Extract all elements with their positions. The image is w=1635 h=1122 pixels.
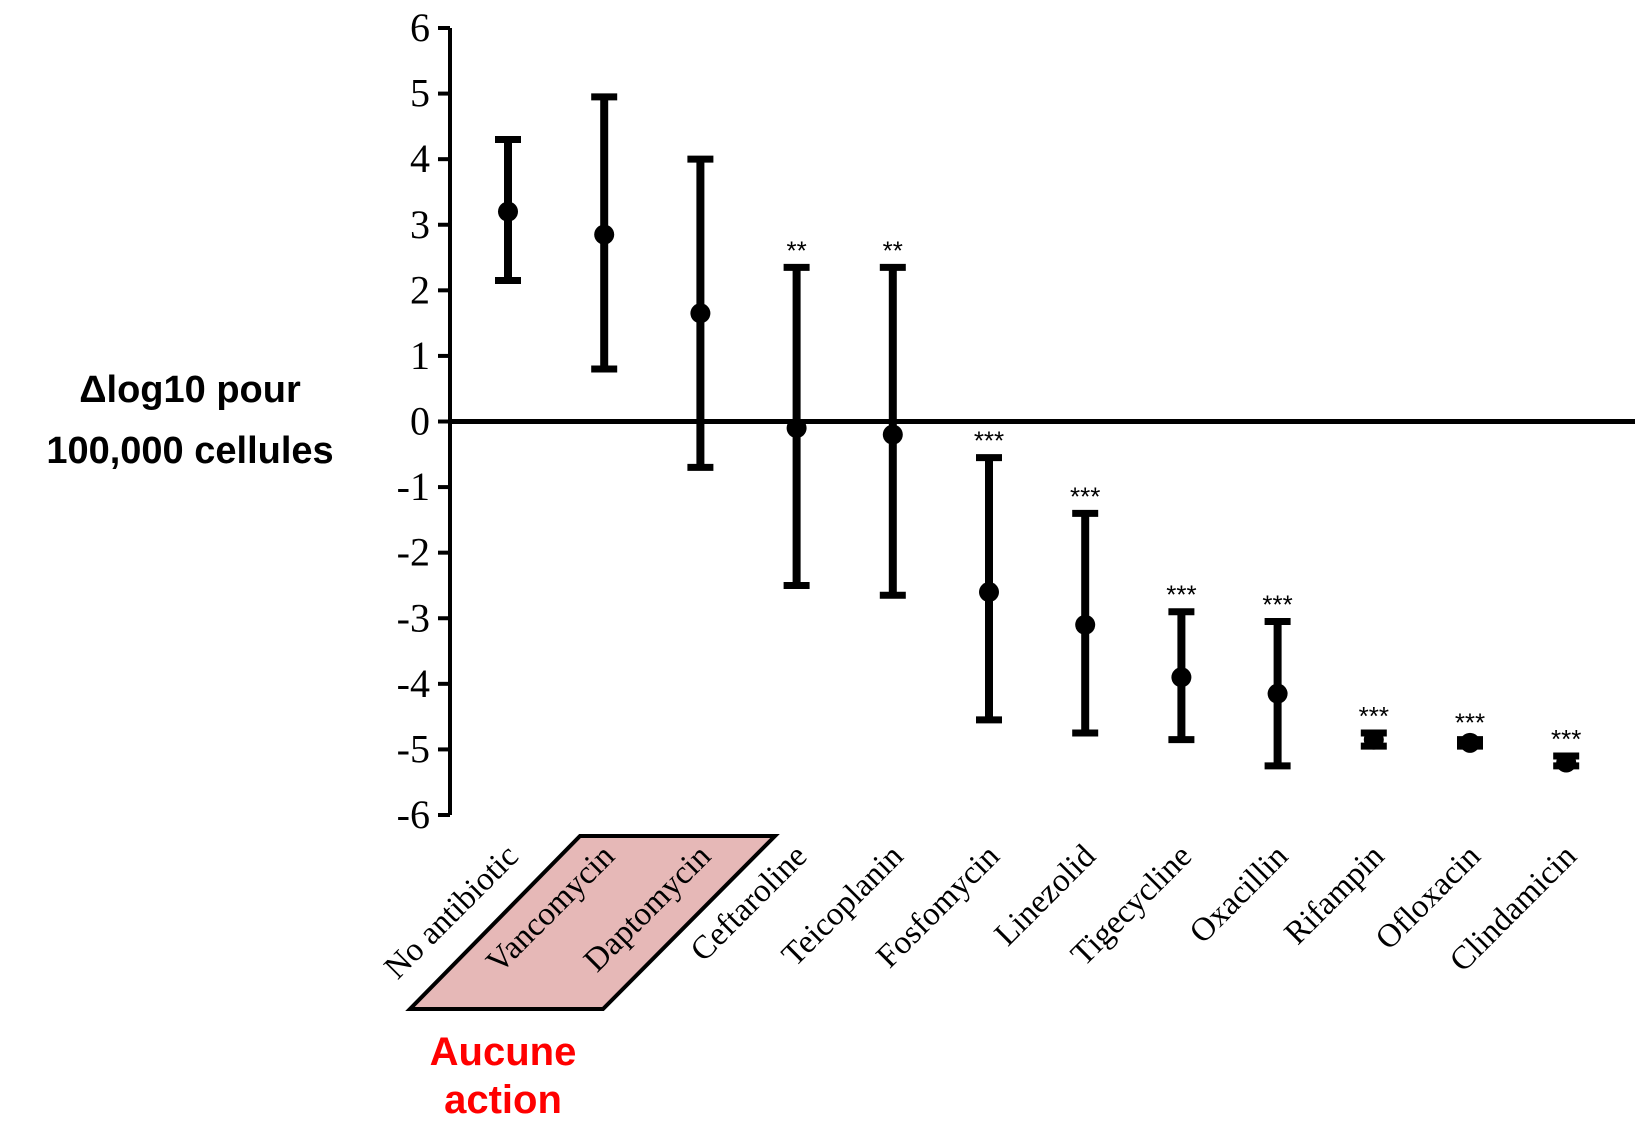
data-group: ***	[1070, 481, 1100, 737]
data-point	[882, 424, 903, 445]
data-point	[1075, 614, 1096, 635]
data-point	[1267, 683, 1288, 704]
highlight-layer	[405, 834, 780, 1011]
data-point	[1363, 729, 1384, 750]
annotation-line-1: Aucune	[430, 1030, 577, 1074]
data-group: **	[783, 235, 810, 589]
data-group: ***	[1551, 724, 1581, 773]
significance-marker: ***	[1262, 590, 1292, 620]
y-tick-label: 5	[410, 71, 430, 116]
data-point	[498, 201, 518, 222]
significance-marker: **	[786, 235, 806, 265]
significance-marker: **	[883, 235, 903, 265]
data-group: ***	[1455, 708, 1485, 753]
data-group: ***	[1166, 580, 1197, 744]
y-tick-label: -6	[397, 792, 430, 837]
significance-marker: ***	[1166, 580, 1196, 610]
data-point	[594, 224, 615, 245]
significance-marker: ***	[1070, 481, 1100, 511]
annotation-line-2: action	[444, 1078, 562, 1122]
data-group	[495, 135, 521, 284]
highlight-box	[405, 834, 780, 1011]
data-point	[786, 418, 807, 439]
data-point	[690, 303, 711, 324]
y-tick-label: -4	[397, 661, 430, 706]
data-point	[1171, 667, 1192, 688]
y-tick-label: 3	[410, 202, 430, 247]
significance-marker: ***	[1455, 708, 1485, 738]
data-group	[687, 155, 714, 471]
y-tick-label: 6	[410, 5, 430, 50]
data-series: ** *********** ****** ******	[495, 93, 1581, 773]
significance-marker: ***	[1551, 724, 1581, 754]
y-tick-label: -1	[397, 464, 430, 509]
y-tick-label: -5	[397, 726, 430, 771]
data-group: ***	[974, 426, 1004, 724]
y-axis-label-line-2: 100,000 cellules	[46, 430, 333, 472]
y-tick-label: -2	[397, 530, 430, 575]
data-group: ***	[1262, 590, 1293, 770]
y-axis: 6 5 4 3 2 1 0 -1 -2 -3 -4 -5 -6	[397, 5, 452, 837]
significance-marker: ***	[974, 426, 1004, 456]
x-tick-label: Oxacillin	[1183, 838, 1295, 950]
y-tick-label: 0	[410, 399, 430, 444]
y-tick-label: 2	[410, 267, 430, 312]
y-tick-label: 4	[410, 136, 430, 181]
y-tick-label: -3	[397, 595, 430, 640]
data-point	[1556, 752, 1577, 773]
data-point	[1460, 732, 1480, 753]
data-point	[979, 582, 999, 603]
data-group: ***	[1359, 701, 1389, 750]
data-group: **	[879, 235, 906, 599]
data-group	[591, 93, 618, 373]
significance-marker: ***	[1359, 701, 1389, 731]
y-axis-label-line-1: Δlog10 pour	[79, 369, 301, 411]
y-tick-label: 1	[410, 333, 430, 378]
